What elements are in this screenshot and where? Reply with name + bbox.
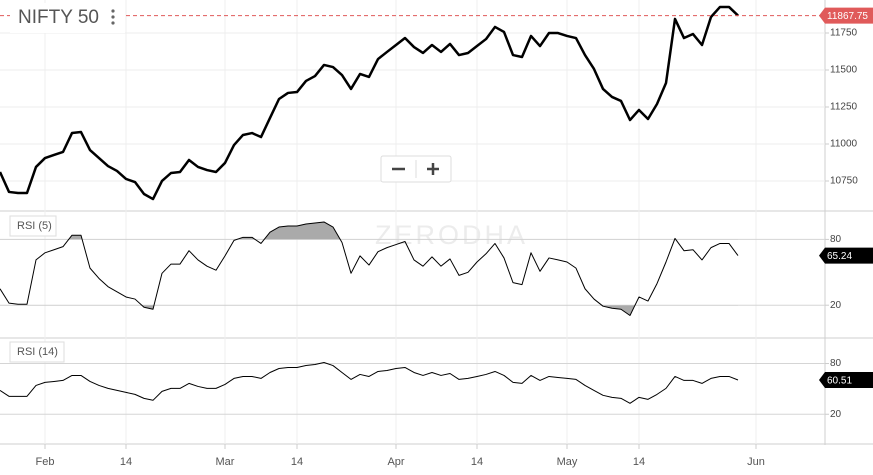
last-value-badge <box>819 371 873 388</box>
y-tick-label: 20 <box>830 409 842 420</box>
watermark: ZERODHA <box>375 220 528 250</box>
x-tick-label: 14 <box>291 456 303 468</box>
last-value-badge <box>819 247 873 264</box>
x-tick-label: 14 <box>471 456 483 468</box>
zoom-out-button[interactable] <box>382 157 415 181</box>
x-tick-label: 14 <box>120 456 132 468</box>
x-tick-label: Mar <box>216 456 235 468</box>
title-box <box>9 341 65 363</box>
zoom-controls <box>380 155 452 183</box>
series-line <box>0 362 739 404</box>
last-value-badge <box>819 7 873 24</box>
level-shade <box>0 221 738 240</box>
menu-dot <box>111 21 115 25</box>
menu-dot <box>111 15 115 19</box>
panel-title: RSI (5) <box>17 220 52 232</box>
x-tick-label: 14 <box>633 456 645 468</box>
panel-title: RSI (14) <box>17 346 58 358</box>
menu-dot <box>111 9 115 13</box>
y-tick-label: 11500 <box>830 65 858 76</box>
y-tick-label: 20 <box>830 300 842 311</box>
y-tick-label: 11750 <box>830 28 858 39</box>
last-value-label: 65.24 <box>827 251 852 262</box>
menu-icon[interactable] <box>111 9 115 25</box>
y-tick-label: 80 <box>830 358 842 369</box>
x-tick-label: May <box>557 456 578 468</box>
x-tick-label: Jun <box>747 456 765 468</box>
level-shade <box>0 305 738 316</box>
x-tick-label: Feb <box>36 456 55 468</box>
x-tick-label: Apr <box>387 456 404 468</box>
chart-title: NIFTY 50 <box>18 7 99 28</box>
y-tick-label: 80 <box>830 234 842 245</box>
y-tick-label: 10750 <box>830 176 858 187</box>
y-tick-label: 11250 <box>830 102 858 113</box>
last-value-label: 60.51 <box>827 376 852 387</box>
series-line <box>0 5 739 201</box>
zoom-in-button[interactable] <box>417 157 450 181</box>
title-box <box>9 215 57 237</box>
y-tick-label: 11000 <box>830 139 858 150</box>
series-line <box>0 221 739 317</box>
title-bg <box>10 3 125 33</box>
last-value-label: 11867.75 <box>827 11 868 22</box>
